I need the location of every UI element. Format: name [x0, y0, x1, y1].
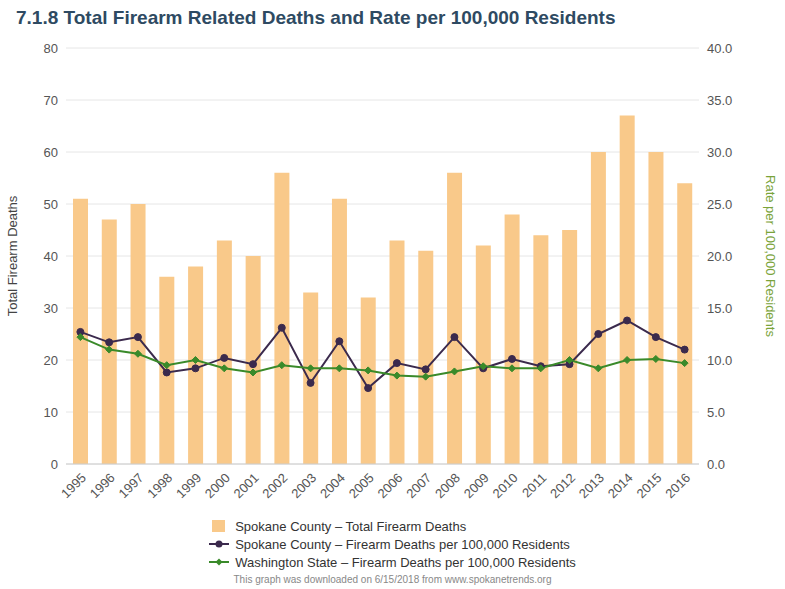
svg-text:70: 70 — [44, 93, 58, 108]
svg-text:2010: 2010 — [490, 470, 521, 501]
svg-text:2007: 2007 — [403, 470, 434, 501]
svg-text:40: 40 — [44, 249, 58, 264]
svg-text:2013: 2013 — [576, 470, 607, 501]
svg-text:2006: 2006 — [374, 470, 405, 501]
svg-text:20.0: 20.0 — [707, 249, 732, 264]
svg-text:Rate per 100,000 Residents: Rate per 100,000 Residents — [763, 175, 777, 337]
svg-text:10: 10 — [44, 405, 58, 420]
svg-text:2011: 2011 — [519, 470, 549, 500]
svg-text:40.0: 40.0 — [707, 41, 732, 56]
svg-text:30.0: 30.0 — [707, 145, 732, 160]
svg-text:0.0: 0.0 — [707, 457, 725, 472]
svg-text:2000: 2000 — [202, 470, 233, 501]
svg-text:2015: 2015 — [633, 470, 664, 501]
svg-text:2014: 2014 — [605, 470, 636, 501]
svg-text:2001: 2001 — [231, 470, 262, 501]
svg-text:1998: 1998 — [144, 470, 175, 501]
html-text:7.1.8 Total Firearm Related De: 7.1.8 Total Firearm Related Deaths and R… — [16, 7, 616, 28]
svg-text:10.0: 10.0 — [707, 353, 732, 368]
svg-text:2002: 2002 — [259, 470, 290, 501]
svg-text:5.0: 5.0 — [707, 405, 725, 420]
svg-text:35.0: 35.0 — [707, 93, 732, 108]
svg-text:2012: 2012 — [547, 470, 578, 501]
svg-text:2008: 2008 — [432, 470, 463, 501]
svg-text:1995: 1995 — [58, 470, 89, 501]
html-text:Spokane County – Total Firearm: Spokane County – Total Firearm Deaths — [235, 518, 467, 534]
svg-text:2004: 2004 — [317, 470, 348, 501]
svg-text:2003: 2003 — [288, 470, 319, 501]
html-text:This graph was downloaded on 6: This graph was downloaded on 6/15/2018 f… — [233, 574, 552, 585]
svg-text:80: 80 — [44, 41, 58, 56]
svg-text:30: 30 — [44, 301, 58, 316]
svg-text:1997: 1997 — [116, 470, 147, 501]
svg-text:2016: 2016 — [662, 470, 693, 501]
html-text:Spokane County – Firearm Death: Spokane County – Firearm Deaths per 100,… — [235, 536, 570, 552]
svg-text:20: 20 — [44, 353, 58, 368]
svg-text:0: 0 — [51, 457, 58, 472]
svg-text:2005: 2005 — [346, 470, 377, 501]
html-text:Washington State – Firearm Dea: Washington State – Firearm Deaths per 10… — [235, 554, 576, 570]
svg-text:Total Firearm Deaths: Total Firearm Deaths — [8, 195, 20, 316]
svg-text:2009: 2009 — [461, 470, 492, 501]
svg-text:1999: 1999 — [173, 470, 204, 501]
svg-text:25.0: 25.0 — [707, 197, 732, 212]
svg-text:60: 60 — [44, 145, 58, 160]
svg-text:1996: 1996 — [87, 470, 118, 501]
svg-text:15.0: 15.0 — [707, 301, 732, 316]
svg-text:50: 50 — [44, 197, 58, 212]
